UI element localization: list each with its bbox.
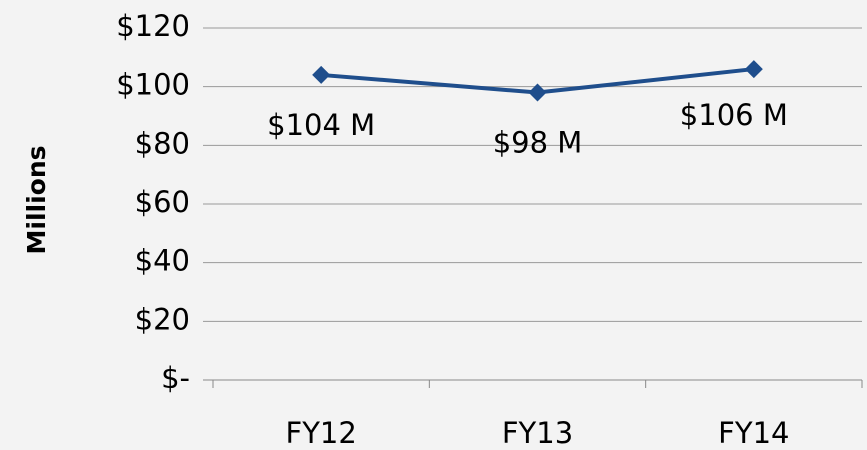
y-tick-label: $120 xyxy=(116,9,190,43)
y-tick-label: $- xyxy=(161,361,190,395)
y-tick-label: $60 xyxy=(135,185,190,219)
marker xyxy=(744,60,763,79)
y-tick-label: $100 xyxy=(116,68,190,102)
marker xyxy=(312,65,331,84)
x-tick-label: FY14 xyxy=(718,416,789,450)
marker xyxy=(528,83,547,102)
y-tick-label: $20 xyxy=(135,302,190,336)
x-tick-label: FY13 xyxy=(502,416,573,450)
data-label: $98 M xyxy=(493,126,583,160)
data-label: $106 M xyxy=(680,98,788,132)
y-axis-label: Millions xyxy=(22,145,51,254)
data-label: $104 M xyxy=(267,108,375,142)
y-tick-label: $80 xyxy=(135,126,190,160)
x-tick-label: FY12 xyxy=(286,416,357,450)
y-tick-label: $40 xyxy=(135,244,190,278)
